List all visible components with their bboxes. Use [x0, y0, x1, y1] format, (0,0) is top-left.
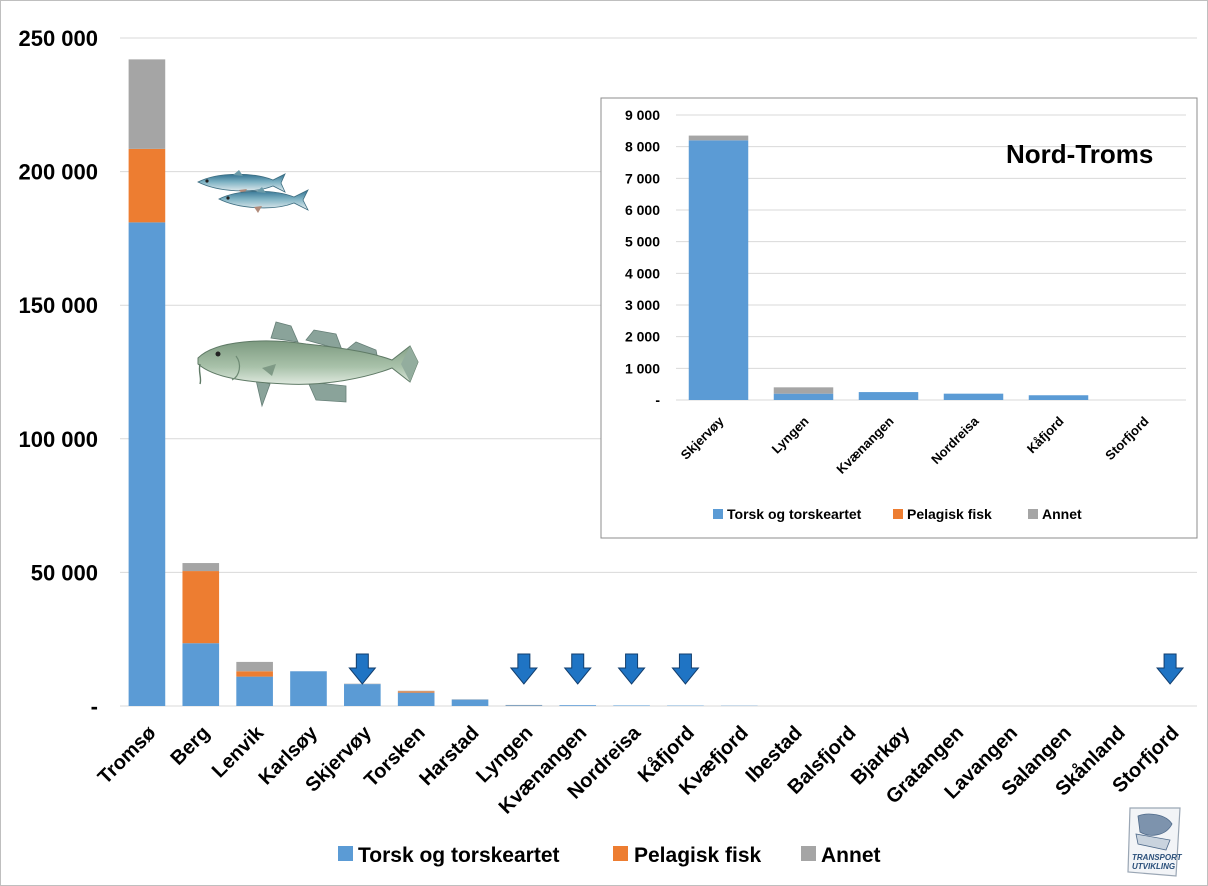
inset-chart: - 1 000 2 000 3 000 4 000 5 000 6 000 7 000 8 00…	[600, 97, 1198, 539]
bar-lenvik-pelagisk-fisk	[236, 671, 273, 677]
inset-y-tick-label: 3 000	[625, 297, 660, 313]
down-arrow-icon	[563, 653, 592, 685]
bar-lenvik-annet	[236, 661, 273, 672]
legend-label-torsk: Torsk og torskeartet	[358, 844, 560, 867]
bar-karlsoy-torsk-og-torskeartet	[290, 671, 327, 706]
main-y-tick-label: -	[91, 694, 98, 719]
herring-icon	[197, 170, 309, 213]
legend-swatch-annet	[801, 846, 816, 861]
inset-bar-kvaenangen-torsk-og-torskeartet	[858, 392, 919, 400]
x-tick-label-tromso: Tromsø	[94, 721, 161, 788]
bar-berg-pelagisk-fisk	[182, 571, 220, 644]
inset-y-tick-label: -	[655, 392, 660, 408]
bar-kvaenangen-torsk-og-torskeartet	[559, 705, 597, 706]
main-y-tick-label: 100 000	[18, 427, 98, 452]
inset-title: Nord-Troms	[1006, 139, 1153, 169]
main-y-tick-label: 200 000	[18, 160, 98, 185]
legend-swatch-pelagisk	[613, 846, 628, 861]
inset-legend-swatch-annet	[1028, 509, 1038, 519]
bar-tromso-annet	[128, 59, 166, 149]
bar-torsken-pelagisk-fisk	[397, 691, 435, 693]
bar-tromso-torsk-og-torskeartet	[128, 222, 166, 707]
down-arrow-icon	[1156, 653, 1185, 685]
logo-text-line2: UTVIKLING	[1132, 862, 1175, 871]
inset-bar-kafjord-torsk-og-torskeartet	[1028, 395, 1089, 400]
legend-swatch-torsk	[338, 846, 353, 861]
cod-icon	[197, 321, 419, 408]
x-tick-label-berg: Berg	[167, 722, 215, 770]
inset-bar-skjervoy-torsk-og-torskeartet	[688, 140, 749, 401]
inset-y-tick-label: 9 000	[625, 107, 660, 123]
main-legend: Torsk og torskeartet Pelagisk fisk Annet	[338, 844, 881, 867]
legend-label-pelagisk: Pelagisk fisk	[634, 844, 762, 867]
bar-torsken-torsk-og-torskeartet	[397, 692, 435, 706]
down-arrow-icon	[671, 653, 700, 685]
inset-y-tick-label: 6 000	[625, 202, 660, 218]
down-arrow-icon	[348, 653, 377, 685]
inset-bar-lyngen-torsk-og-torskeartet	[773, 393, 834, 400]
bar-torsken-annet	[397, 690, 435, 692]
main-y-tick-label: 250 000	[18, 26, 98, 51]
inset-bar-lyngen-annet	[773, 387, 834, 394]
inset-legend-swatch-torsk	[713, 509, 723, 519]
bar-lyngen-annet	[505, 704, 543, 706]
inset-bar-nordreisa-torsk-og-torskeartet	[943, 393, 1004, 400]
bar-lenvik-torsk-og-torskeartet	[236, 676, 273, 706]
x-tick-label-harstad: Harstad	[415, 722, 483, 790]
inset-legend-label-pelagisk: Pelagisk fisk	[907, 506, 992, 522]
transport-utvikling-logo: TRANSPORT UTVIKLING	[1127, 807, 1183, 877]
inset-y-tick-label: 2 000	[625, 329, 660, 345]
inset-legend-swatch-pelagisk	[893, 509, 903, 519]
logo-text-line1: TRANSPORT	[1132, 853, 1183, 862]
inset-bar-skjervoy-annet	[688, 135, 749, 141]
inset-y-tick-label: 5 000	[625, 234, 660, 250]
inset-legend-label-annet: Annet	[1042, 506, 1082, 522]
bar-harstad-torsk-og-torskeartet	[451, 699, 489, 706]
legend-label-annet: Annet	[821, 844, 881, 867]
down-arrow-icon	[617, 653, 646, 685]
inset-y-tick-label: 4 000	[625, 265, 660, 281]
inset-legend: Torsk og torskeartet Pelagisk fisk Annet	[713, 506, 1082, 522]
bar-lyngen-torsk-og-torskeartet	[505, 705, 543, 706]
inset-y-tick-label: 8 000	[625, 139, 660, 155]
main-y-tick-label: 150 000	[18, 293, 98, 318]
bar-tromso-pelagisk-fisk	[128, 148, 166, 223]
bar-berg-torsk-og-torskeartet	[182, 643, 220, 706]
bar-nordreisa-torsk-og-torskeartet	[613, 705, 650, 706]
main-y-tick-label: 50 000	[31, 560, 98, 585]
inset-legend-label-torsk: Torsk og torskeartet	[727, 506, 862, 522]
inset-y-tick-label: 7 000	[625, 170, 660, 186]
inset-y-tick-label: 1 000	[625, 360, 660, 376]
bar-berg-annet	[182, 563, 220, 572]
bar-skjervoy-torsk-og-torskeartet	[344, 684, 381, 706]
down-arrow-icon	[509, 653, 538, 685]
